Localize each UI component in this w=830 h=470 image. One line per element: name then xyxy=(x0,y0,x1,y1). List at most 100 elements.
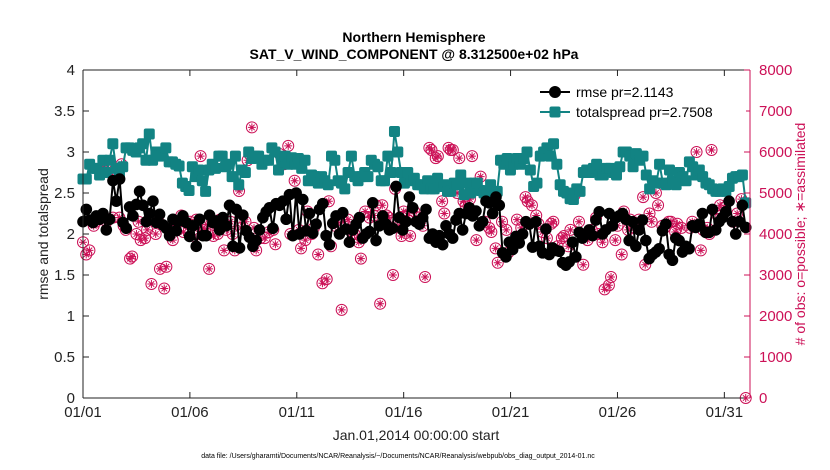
x-tick-label: 01/11 xyxy=(279,404,315,421)
obs-assimilated-marker xyxy=(376,299,385,308)
obs-count-point xyxy=(376,199,389,212)
totalspread-marker xyxy=(345,150,357,162)
obs-assimilated-marker xyxy=(397,232,406,241)
obs-assimilated-marker xyxy=(115,213,124,222)
obs-count-point xyxy=(203,262,216,275)
obs-assimilated-marker xyxy=(617,250,626,259)
rmse-marker xyxy=(666,254,679,267)
obs-possible-marker xyxy=(438,207,451,220)
totalspread-marker xyxy=(574,185,586,197)
legend-spread-marker xyxy=(549,106,561,118)
obs-possible-marker xyxy=(429,152,442,165)
rmse-marker xyxy=(190,240,203,253)
y-tick-label: 3.5 xyxy=(54,103,75,120)
obs-count-point xyxy=(295,242,308,255)
rmse-marker xyxy=(237,209,249,221)
x-tick-label: 01/31 xyxy=(706,404,744,421)
obs-possible-marker xyxy=(491,256,504,269)
axes-layer: 0 0.5 1 1.5 2 2.5 3 3.5 4 0 1000 2000 3000 4000 5000 60… xyxy=(54,62,792,421)
obs-assimilated-marker xyxy=(651,189,660,197)
obs-count-point xyxy=(491,256,504,269)
obs-count-point xyxy=(470,234,483,247)
obs-assimilated-marker xyxy=(271,240,280,249)
obs-assimilated-marker xyxy=(498,217,507,226)
obs-assimilated-marker xyxy=(521,193,530,202)
rmse-marker xyxy=(233,242,246,254)
obs-assimilated-marker xyxy=(361,207,370,216)
obs-possible-marker xyxy=(288,174,301,187)
obs-assimilated-marker xyxy=(200,225,209,234)
rmse-marker xyxy=(120,222,133,235)
rmse-marker xyxy=(659,218,672,230)
y-tick-label: 0 xyxy=(67,390,75,407)
obs-assimilated-marker xyxy=(297,244,306,253)
rmse-marker xyxy=(736,199,749,212)
obs-count-point xyxy=(485,225,498,238)
totalspread-marker xyxy=(269,146,281,158)
obs-assimilated-marker xyxy=(440,209,449,218)
obs-assimilated-marker xyxy=(365,213,374,222)
obs-assimilated-marker xyxy=(696,246,705,255)
rmse-marker xyxy=(406,201,419,214)
totalspread-marker xyxy=(233,179,245,191)
obs-possible-marker xyxy=(558,230,571,243)
totalspread-marker xyxy=(392,146,404,158)
totalspread-marker xyxy=(531,177,543,189)
rmse-marker xyxy=(80,203,93,216)
rmse-marker xyxy=(530,215,542,228)
obs-count-point xyxy=(615,248,628,261)
rmse-marker xyxy=(310,218,322,230)
obs-count-point xyxy=(312,248,325,261)
y2-tick-label: 5000 xyxy=(759,185,792,202)
obs-possible-marker xyxy=(320,273,333,286)
y2-tick-label: 0 xyxy=(759,390,767,407)
y-tick-label: 4 xyxy=(67,62,75,79)
rmse-marker xyxy=(513,237,526,249)
obs-count-point xyxy=(705,143,718,156)
obs-possible-marker xyxy=(158,282,171,295)
obs-count-point xyxy=(577,258,590,271)
rmse-marker xyxy=(630,240,642,253)
rmse-marker xyxy=(306,227,319,239)
obs-possible-marker xyxy=(705,143,718,156)
rmse-marker xyxy=(170,224,183,237)
totalspread-marker xyxy=(524,164,536,176)
obs-assimilated-marker xyxy=(403,211,412,220)
y2-tick-label: 4000 xyxy=(759,226,792,243)
obs-assimilated-marker xyxy=(314,250,323,259)
totalspread-marker xyxy=(239,167,251,178)
y2-tick-label: 8000 xyxy=(759,62,792,79)
y-tick-label: 1.5 xyxy=(54,267,75,284)
rmse-marker xyxy=(456,224,469,236)
rmse-marker xyxy=(250,234,262,247)
obs-assimilated-marker xyxy=(560,232,569,241)
obs-count-point xyxy=(525,199,538,212)
rmse-marker xyxy=(133,185,146,198)
obs-assimilated-marker xyxy=(733,209,742,218)
totalspread-marker xyxy=(385,167,397,178)
obs-count-point xyxy=(609,234,622,247)
totalspread-marker xyxy=(329,154,341,166)
obs-assimilated-marker xyxy=(677,223,686,232)
totalspread-marker xyxy=(229,150,241,162)
rmse-marker xyxy=(200,229,213,242)
obs-assimilated-marker xyxy=(209,232,218,241)
rmse-marker xyxy=(316,197,329,210)
obs-assimilated-marker xyxy=(155,264,164,273)
obs-count-point xyxy=(320,273,333,286)
obs-assimilated-marker xyxy=(421,273,430,282)
obs-assimilated-marker xyxy=(639,193,648,202)
totalspread-marker xyxy=(591,158,603,170)
rmse-marker xyxy=(370,234,382,247)
obs-possible-marker xyxy=(694,244,707,257)
obs-count-point xyxy=(288,174,301,187)
rmse-marker xyxy=(320,229,332,242)
rmse-marker xyxy=(593,206,605,218)
obs-assimilated-marker xyxy=(143,225,152,234)
obs-possible-marker xyxy=(149,228,162,240)
y2-tick-label: 6000 xyxy=(759,144,792,161)
x-tick-label: 01/16 xyxy=(385,404,423,421)
y2-tick-label: 1000 xyxy=(759,349,792,366)
rmse-marker xyxy=(353,211,366,224)
rmse-marker xyxy=(653,242,665,255)
